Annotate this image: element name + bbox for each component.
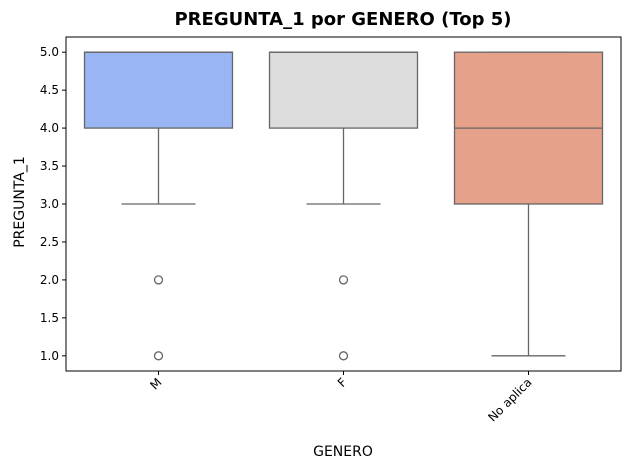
y-axis-label: PREGUNTA_1 xyxy=(12,156,28,248)
outlier-point xyxy=(153,275,164,285)
x-tick-label: F xyxy=(335,375,350,390)
y-tick-label: 3.5 xyxy=(40,159,59,173)
box-f xyxy=(268,51,419,129)
x-axis-label: GENERO xyxy=(313,444,373,460)
y-tick-label: 1.0 xyxy=(40,349,59,363)
plot-area: 1.0 1.5 2.0 2.5 3.0 3.5 4.0 4.5 5.0 M F No aplica xyxy=(40,45,604,425)
y-tick-label: 2.5 xyxy=(40,235,59,249)
outlier-point xyxy=(338,351,349,361)
y-tick-label: 5.0 xyxy=(40,45,59,59)
x-tick-label: No aplica xyxy=(485,375,534,424)
y-tick-label: 2.0 xyxy=(40,273,59,287)
axes-frame xyxy=(65,36,622,372)
outlier-point xyxy=(153,351,164,361)
y-tick-label: 1.5 xyxy=(40,311,59,325)
outlier-point xyxy=(338,275,349,285)
box-m xyxy=(83,51,234,129)
y-tick-label: 4.5 xyxy=(40,83,59,97)
x-tick-label: M xyxy=(147,375,164,392)
y-tick-label: 3.0 xyxy=(40,197,59,211)
y-tick-label: 4.0 xyxy=(40,121,59,135)
chart-title: PREGUNTA_1 por GENERO (Top 5) xyxy=(174,9,511,30)
